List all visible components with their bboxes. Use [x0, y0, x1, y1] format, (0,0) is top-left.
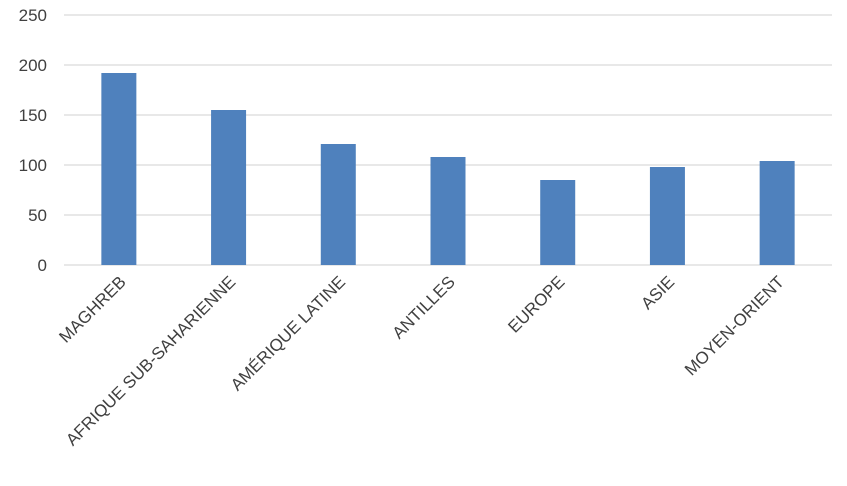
y-tick-label: 50 [28, 206, 47, 225]
bar-maghreb [101, 73, 137, 265]
bar-moyen-orient [759, 161, 795, 265]
y-tick-label: 150 [19, 106, 47, 125]
x-category-label: ANTILLES [389, 272, 459, 342]
bar-asie [649, 167, 685, 265]
y-tick-label: 250 [19, 6, 47, 25]
bar-antilles [430, 157, 466, 265]
y-axis-tick-labels: 0 50 100 150 200 250 [19, 6, 47, 275]
bar-am-rique-latine [320, 144, 356, 265]
bar-afrique-sub-saharienne [211, 110, 247, 265]
bars [101, 73, 795, 265]
y-tick-label: 0 [38, 256, 47, 275]
x-category-label: AMÉRIQUE LATINE [227, 272, 349, 394]
x-category-label: MOYEN-ORIENT [681, 272, 788, 379]
x-category-label: EUROPE [504, 272, 568, 336]
bar-europe [540, 180, 576, 265]
y-tick-label: 200 [19, 56, 47, 75]
x-category-label: MAGHREB [55, 272, 129, 346]
x-category-label: ASIE [637, 272, 678, 313]
y-tick-label: 100 [19, 156, 47, 175]
